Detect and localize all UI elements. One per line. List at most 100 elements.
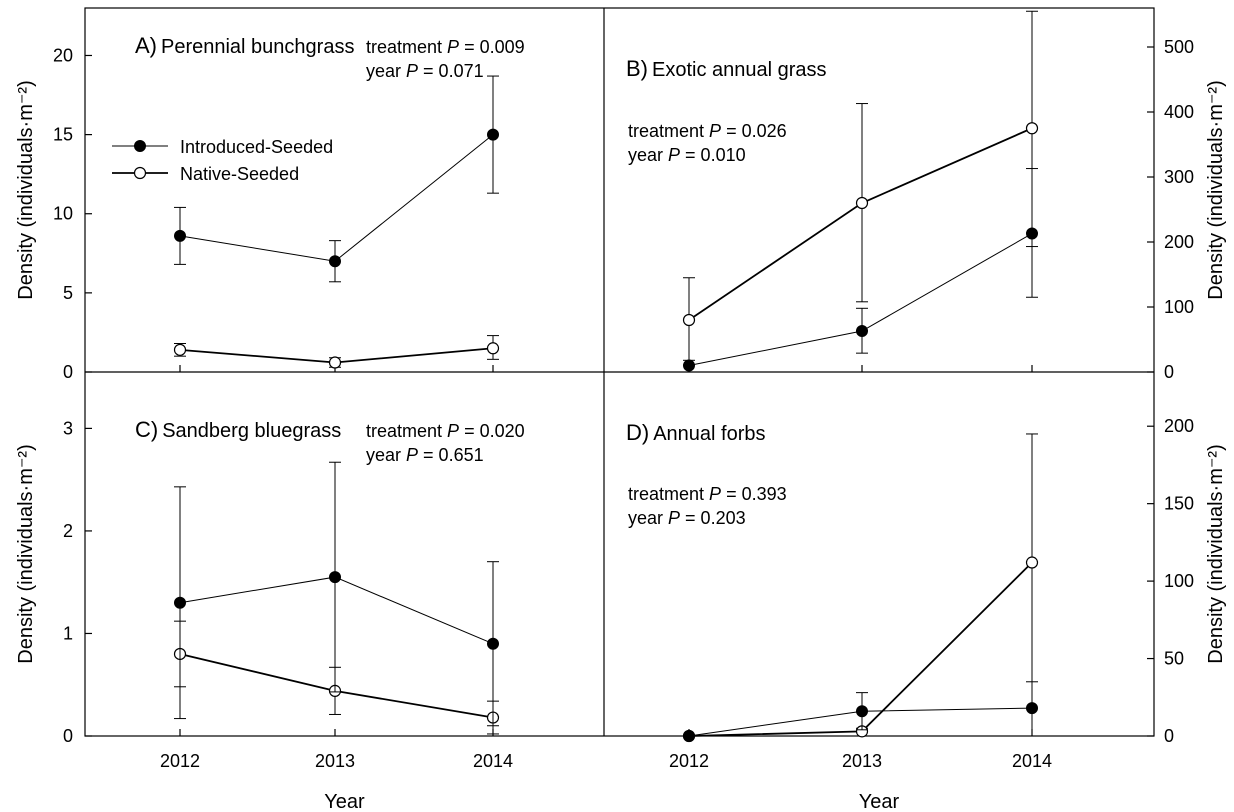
x-tick-label: 2012 [669,751,709,771]
y-tick-label: 0 [63,726,73,746]
y-tick-label: 3 [63,418,73,438]
panel-name: Perennial bunchgrass [161,36,354,58]
data-point-introduced-seeded [329,571,341,584]
y-axis-title: Density (individuals·m⁻²) [15,80,37,300]
y-axis-title: Density (individuals·m⁻²) [1205,80,1227,300]
panel-d: 0 50 100 150 200 2012 2013 2014 Year Density (ind… [626,416,1227,812]
stat-value: = 0.009 [459,37,525,57]
y-tick-label: 100 [1164,297,1194,317]
x-tick-label: 2014 [1012,751,1052,771]
stat-label: treatment [628,484,709,504]
data-point-native-seeded [1025,122,1039,135]
panel-letter: B) [626,56,648,81]
y-tick-label: 400 [1164,102,1194,122]
x-axis-title: Year [859,791,900,812]
y-tick-label: 300 [1164,167,1194,187]
y-tick-label: 5 [63,283,73,303]
stat-p: P [709,484,721,504]
data-point-introduced-seeded [683,359,695,372]
panel-b: 0 100 200 300 400 500 Density (individuals·m⁻²… [626,10,1227,382]
stat-annotation: treatment P = 0.009 [366,37,525,57]
y-tick-label: 200 [1164,232,1194,252]
panel-letter: A) [135,33,157,58]
stat-annotation: treatment P = 0.026 [628,121,787,141]
data-point-native-seeded [173,343,187,356]
x-tick-label: 2012 [160,751,200,771]
stat-annotation: treatment P = 0.020 [366,421,525,441]
series-line-introduced-seeded [688,233,1033,366]
legend: Introduced-Seeded Native-Seeded [112,137,333,184]
stat-value: = 0.651 [418,445,484,465]
panel-a: 0 5 10 15 20 Density (individuals·m⁻²) A) Peren… [15,33,525,382]
stat-p: P [406,61,418,81]
y-tick-label: 20 [53,45,73,65]
legend-label: Native-Seeded [180,164,299,184]
y-tick-label: 500 [1164,37,1194,57]
stat-label: treatment [366,37,447,57]
y-axis-title: Density (individuals·m⁻²) [1205,444,1227,664]
stat-annotation: year P = 0.010 [628,145,746,165]
stat-label: treatment [628,121,709,141]
stat-annotation: year P = 0.651 [366,445,484,465]
y-tick-label: 0 [1164,362,1174,382]
data-point-introduced-seeded [487,637,499,650]
stat-value: = 0.071 [418,61,484,81]
panel-name: Sandberg bluegrass [162,420,341,442]
panel-c: 0 1 2 3 2012 2013 2014 Year Density (individuals… [15,417,525,812]
stat-value: = 0.020 [459,421,525,441]
stat-label: year [366,445,406,465]
data-point-introduced-seeded [856,325,868,338]
panel-title: B) Exotic annual grass [626,56,827,81]
stat-value: = 0.393 [721,484,787,504]
y-tick-label: 0 [1164,726,1174,746]
stat-p: P [406,445,418,465]
data-point-introduced-seeded [1026,227,1038,240]
panel-name: Exotic annual grass [652,59,827,81]
panel-letter: D) [626,420,649,445]
y-tick-label: 200 [1164,416,1194,436]
stat-p: P [668,145,680,165]
panel-letter: C) [135,417,158,442]
x-tick-label: 2014 [473,751,513,771]
data-point-native-seeded [328,356,342,369]
data-point-native-seeded [855,196,869,210]
series-line-introduced-seeded [179,576,494,645]
y-tick-label: 10 [53,204,73,224]
data-point-introduced-seeded [856,705,868,718]
y-axis-title: Density (individuals·m⁻²) [15,444,37,664]
stat-label: year [628,508,668,528]
data-point-introduced-seeded [487,128,499,141]
y-tick-label: 15 [53,125,73,145]
y-tick-label: 100 [1164,571,1194,591]
legend-label: Introduced-Seeded [180,137,333,157]
data-point-introduced-seeded [1026,702,1038,715]
stat-value: = 0.026 [721,121,787,141]
stat-p: P [447,421,459,441]
x-tick-label: 2013 [842,751,882,771]
data-point-introduced-seeded [174,229,186,242]
stat-value: = 0.203 [680,508,746,528]
stat-p: P [668,508,680,528]
stat-p: P [709,121,721,141]
y-tick-label: 150 [1164,494,1194,514]
panel-name: Annual forbs [653,423,765,445]
data-point-native-seeded [1025,556,1039,569]
y-tick-label: 50 [1164,649,1184,669]
stat-value: = 0.010 [680,145,746,165]
stat-annotation: year P = 0.203 [628,508,746,528]
data-point-introduced-seeded [329,255,341,268]
legend-marker-filled [134,140,146,152]
stat-label: year [366,61,406,81]
stat-p: P [447,37,459,57]
x-tick-label: 2013 [315,751,355,771]
y-tick-label: 0 [63,362,73,382]
data-point-introduced-seeded [683,730,695,742]
data-point-native-seeded [486,342,500,355]
panel-title: A) Perennial bunchgrass [135,33,354,58]
x-axis-title: Year [324,791,365,812]
data-point-native-seeded [682,313,696,327]
panel-title: D) Annual forbs [626,420,766,445]
panel-title: C) Sandberg bluegrass [135,417,341,442]
stat-label: year [628,145,668,165]
